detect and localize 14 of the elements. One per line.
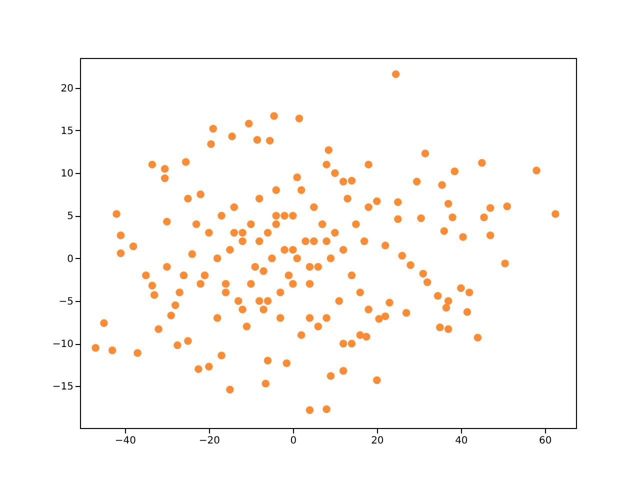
y-tick-label: 0 [67, 254, 74, 265]
x-tick-label: 0 [290, 436, 297, 446]
y-tick-label: 15 [60, 126, 74, 137]
x-tick-label: −40 [114, 436, 136, 446]
x-tick-label: 40 [455, 436, 468, 446]
x-tick-label: −20 [198, 436, 220, 446]
y-tick-label: 10 [60, 168, 74, 180]
y-tick-label: 20 [60, 83, 74, 94]
y-tick-label: 5 [67, 211, 74, 222]
x-tick-label: 60 [539, 436, 552, 446]
y-tick-label: −10 [52, 339, 74, 350]
y-tick-label: −15 [52, 382, 74, 393]
x-tick-label: 20 [371, 436, 384, 446]
y-tick-label: −5 [58, 296, 74, 308]
